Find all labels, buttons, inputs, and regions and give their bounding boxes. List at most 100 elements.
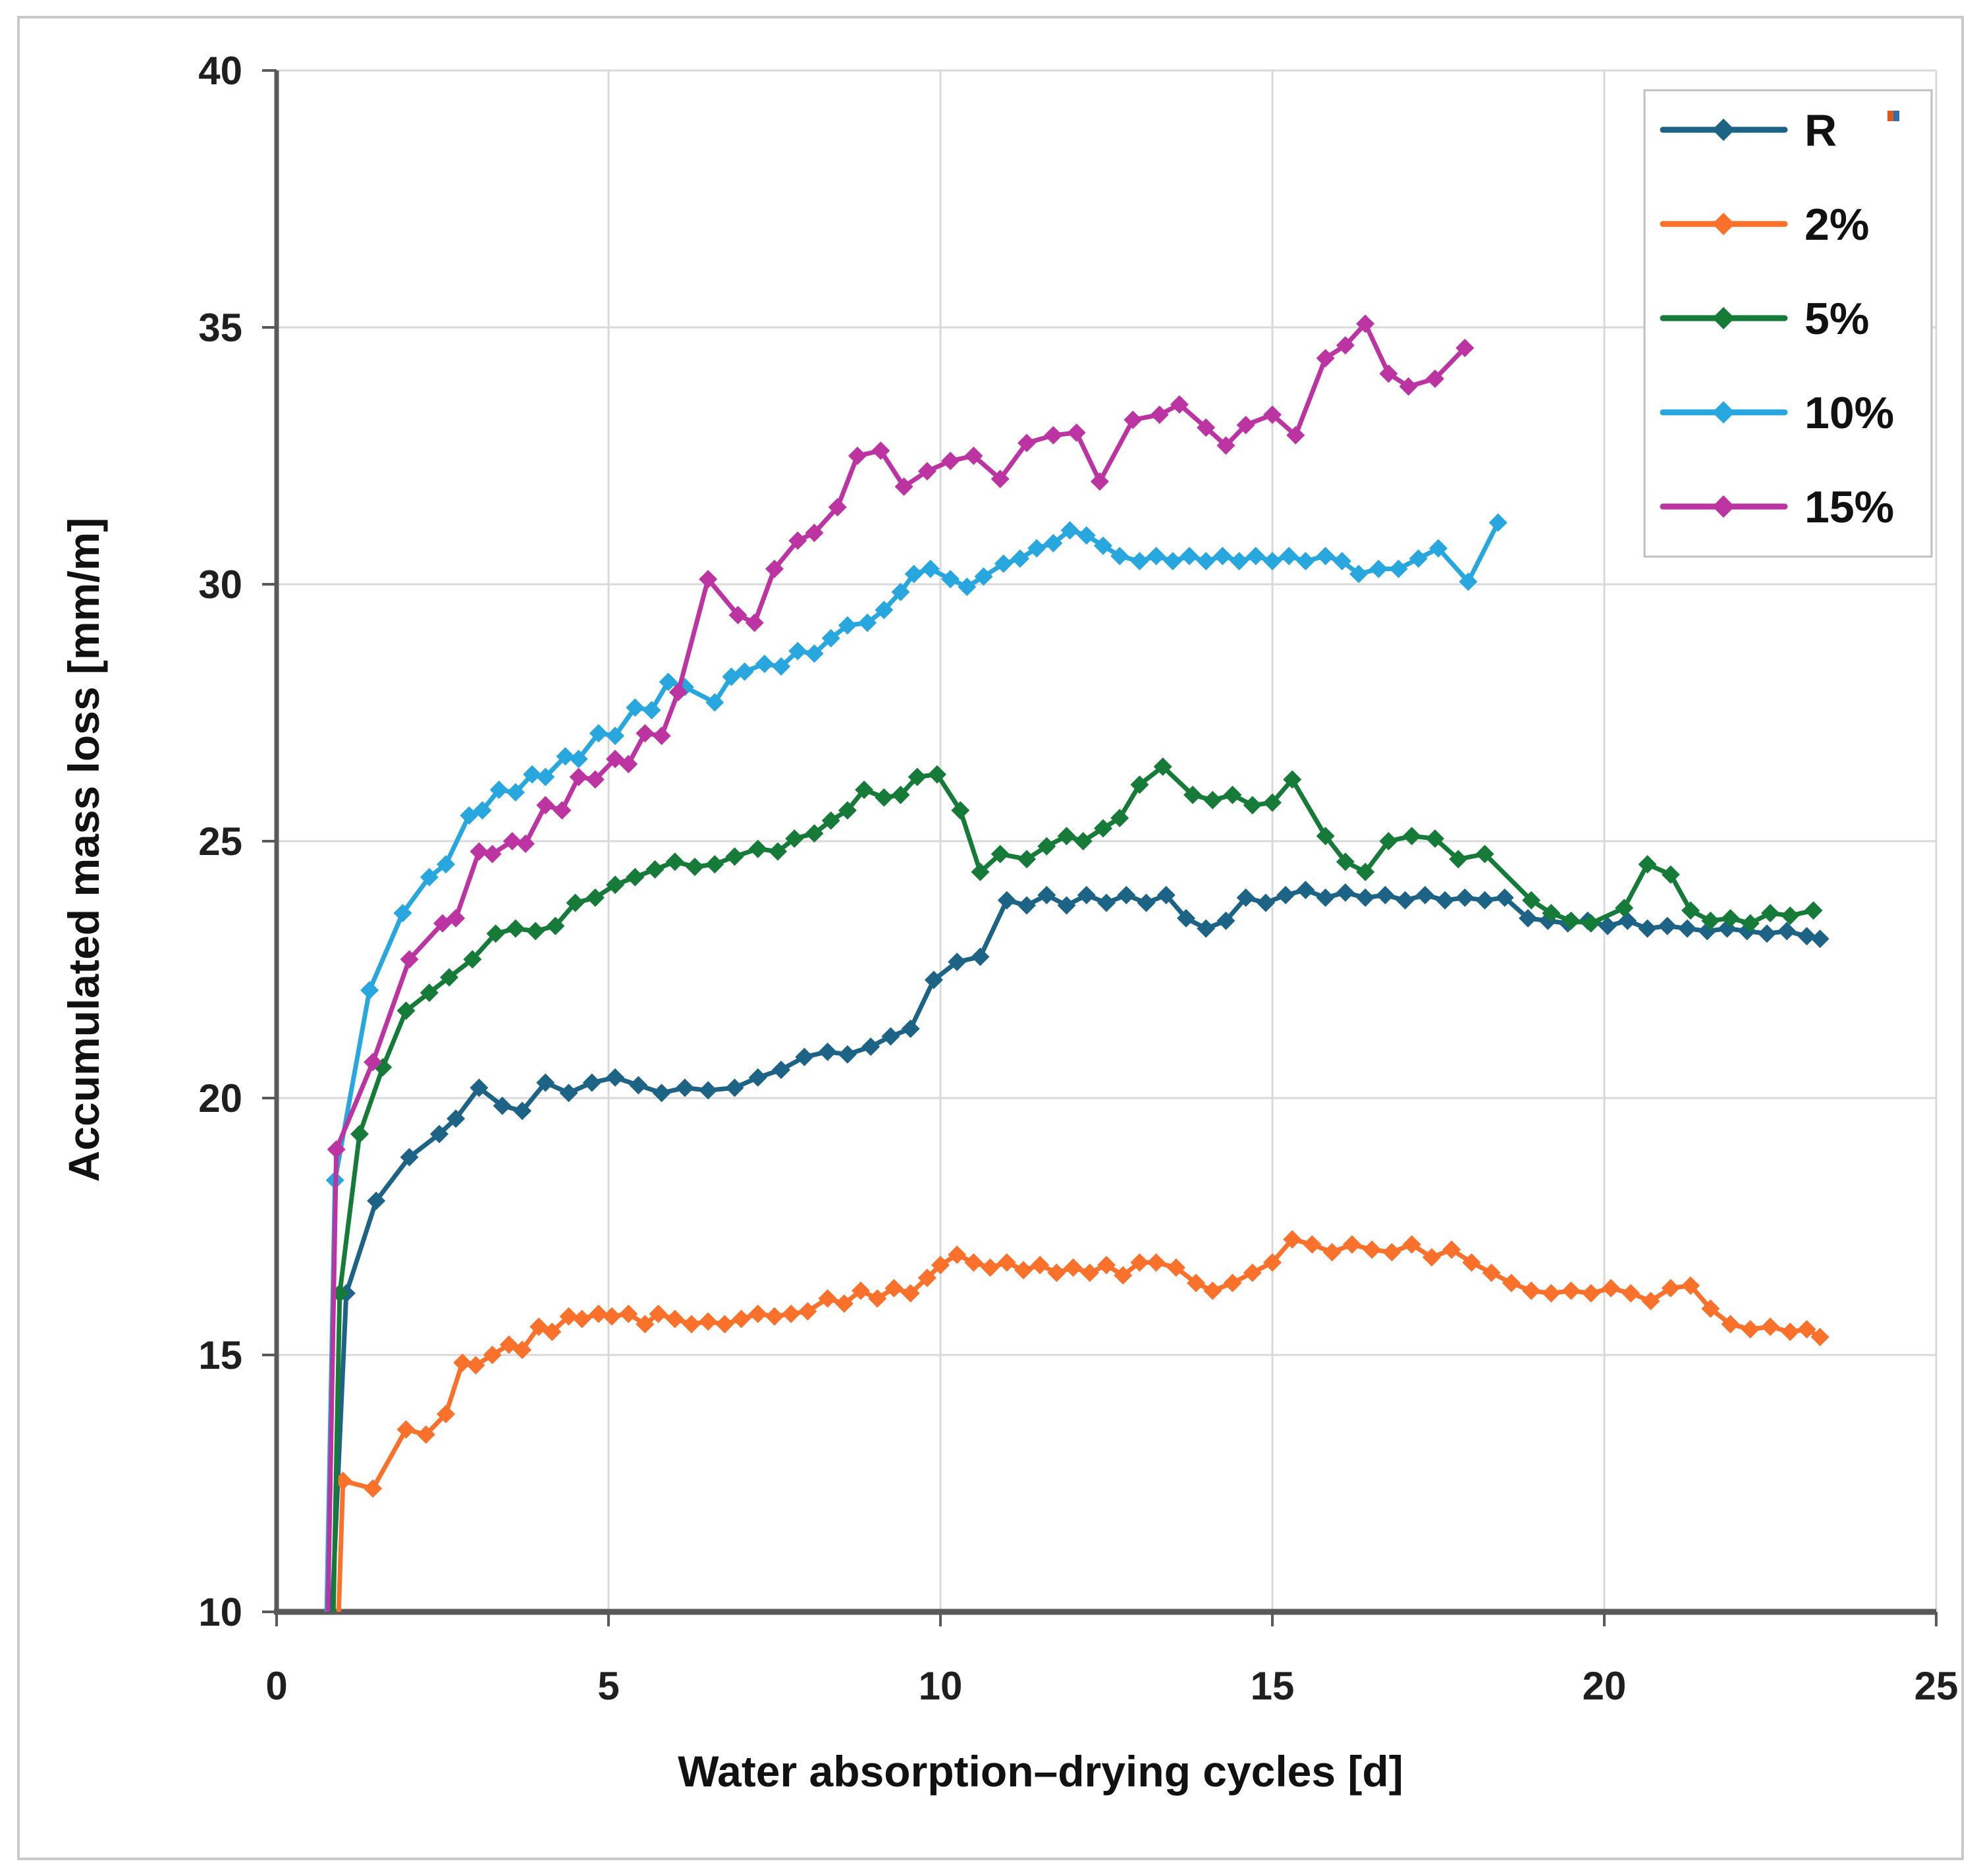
marker-5%: [927, 765, 946, 784]
marker-2%: [1482, 1263, 1501, 1283]
marker-10%: [958, 577, 977, 596]
marker-R: [512, 1101, 531, 1120]
marker-10%: [705, 693, 724, 712]
marker-2%: [1721, 1315, 1740, 1334]
marker-5%: [1243, 796, 1262, 815]
stray-mark: [1893, 111, 1899, 121]
marker-2%: [1014, 1261, 1033, 1280]
marker-2%: [543, 1322, 562, 1341]
marker-2%: [589, 1304, 608, 1323]
marker-2%: [931, 1255, 950, 1275]
marker-5%: [705, 855, 724, 874]
marker-15%: [765, 559, 784, 578]
marker-15%: [1150, 405, 1169, 424]
marker-R: [1415, 885, 1434, 904]
marker-15%: [1455, 339, 1475, 358]
marker-R: [1296, 881, 1315, 900]
marker-5%: [1203, 790, 1222, 810]
marker-2%: [732, 1310, 751, 1329]
y-tick-label-40: 40: [198, 49, 242, 93]
marker-2%: [964, 1253, 983, 1272]
marker-10%: [1429, 539, 1448, 558]
marker-R: [1618, 911, 1637, 930]
marker-5%: [769, 842, 788, 861]
marker-5%: [1263, 793, 1282, 812]
marker-2%: [619, 1304, 638, 1323]
marker-5%: [1073, 832, 1093, 850]
legend-label-R: R: [1805, 105, 1837, 155]
marker-10%: [1296, 551, 1315, 570]
marker-R: [1057, 896, 1076, 915]
marker-2%: [901, 1284, 920, 1303]
marker-2%: [1342, 1235, 1361, 1254]
marker-5%: [1110, 808, 1129, 827]
marker-2%: [1114, 1266, 1133, 1285]
marker-10%: [606, 727, 625, 746]
marker-2%: [1402, 1235, 1421, 1254]
marker-2%: [1263, 1253, 1282, 1272]
marker-2%: [682, 1315, 701, 1334]
marker-2%: [1602, 1279, 1621, 1298]
marker-15%: [447, 909, 466, 927]
marker-5%: [645, 860, 665, 879]
marker-R: [1810, 929, 1830, 949]
legend-marker-10%: [1712, 401, 1735, 424]
marker-R: [861, 1037, 881, 1056]
marker-10%: [1332, 551, 1351, 570]
marker-2%: [852, 1281, 871, 1300]
marker-2%: [1502, 1273, 1521, 1292]
marker-5%: [486, 924, 505, 943]
marker-R: [367, 1192, 386, 1210]
marker-2%: [1363, 1240, 1382, 1259]
marker-5%: [1781, 906, 1800, 925]
y-tick-label-10: 10: [198, 1590, 242, 1634]
marker-R: [997, 891, 1016, 910]
marker-2%: [649, 1304, 668, 1323]
marker-R: [1356, 888, 1375, 907]
marker-10%: [1147, 547, 1166, 566]
marker-R: [559, 1084, 578, 1103]
marker-5%: [908, 767, 927, 786]
marker-10%: [875, 601, 894, 619]
marker-15%: [569, 767, 588, 786]
marker-2%: [1681, 1276, 1700, 1295]
marker-2%: [1561, 1281, 1581, 1300]
marker-10%: [1197, 551, 1216, 570]
marker-15%: [400, 950, 419, 969]
marker-R: [1156, 885, 1176, 904]
marker-15%: [1379, 364, 1398, 383]
marker-5%: [566, 893, 585, 912]
marker-R: [1037, 885, 1056, 904]
marker-2%: [981, 1258, 1000, 1277]
marker-2%: [1641, 1292, 1660, 1311]
marker-10%: [569, 750, 588, 769]
marker-R: [447, 1109, 466, 1128]
marker-5%: [805, 824, 824, 843]
marker-10%: [755, 654, 774, 673]
marker-R: [1598, 916, 1617, 935]
marker-15%: [1356, 314, 1375, 333]
marker-2%: [1243, 1263, 1262, 1283]
marker-15%: [1124, 410, 1143, 429]
marker-5%: [506, 919, 525, 938]
marker-R: [629, 1076, 648, 1095]
marker-10%: [659, 673, 678, 692]
x-tick-label-5: 5: [597, 1664, 619, 1708]
marker-2%: [665, 1310, 684, 1329]
marker-2%: [798, 1302, 817, 1321]
marker-10%: [994, 554, 1013, 573]
marker-5%: [1223, 785, 1242, 804]
marker-5%: [1804, 901, 1823, 920]
marker-5%: [725, 847, 744, 866]
marker-2%: [1047, 1263, 1066, 1283]
marker-5%: [1522, 891, 1541, 910]
marker-R: [1077, 885, 1096, 904]
marker-5%: [1018, 850, 1037, 869]
x-tick-label-15: 15: [1251, 1664, 1295, 1708]
marker-R: [606, 1068, 625, 1087]
marker-R: [1495, 888, 1514, 907]
marker-2%: [782, 1304, 801, 1323]
marker-R: [1376, 885, 1395, 904]
marker-10%: [838, 616, 857, 635]
marker-10%: [626, 698, 645, 717]
